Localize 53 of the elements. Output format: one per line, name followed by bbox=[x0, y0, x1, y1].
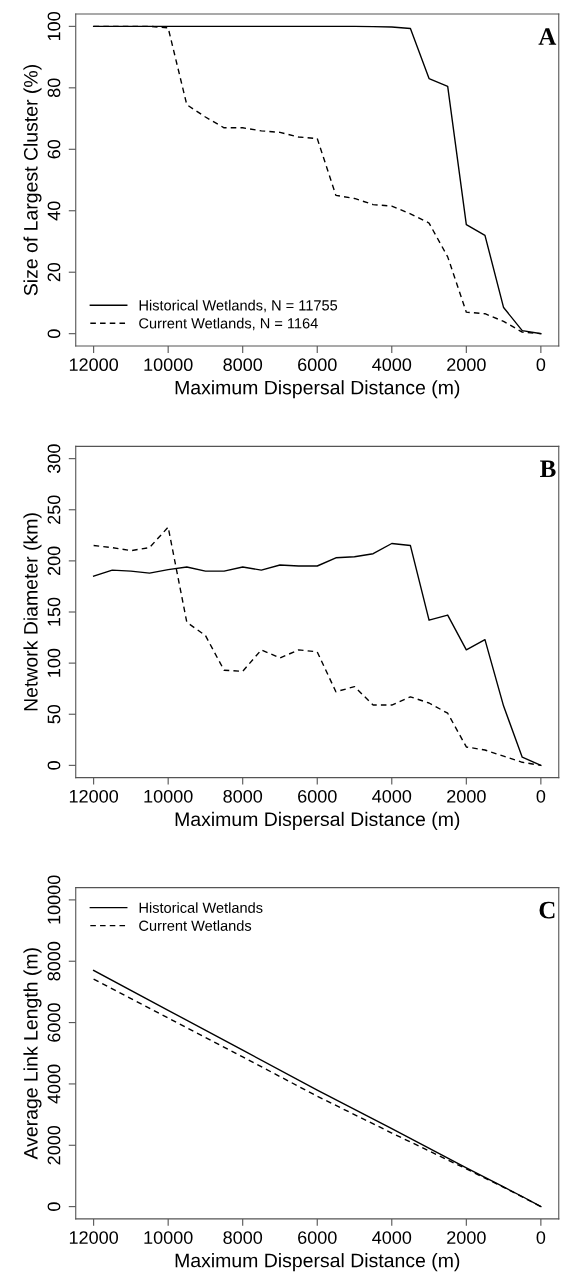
y-tick-label: 250 bbox=[47, 495, 61, 524]
x-tick-label: 6000 bbox=[298, 358, 337, 372]
x-tick-label: 6000 bbox=[298, 1231, 337, 1244]
x-tick-label: 10000 bbox=[144, 789, 193, 803]
x-tick-label: 12000 bbox=[69, 1231, 119, 1244]
x-axis-title: Maximum Dispersal Distance (m) bbox=[175, 380, 460, 399]
x-tick-label: 10000 bbox=[144, 1231, 193, 1244]
x-tick-label: 6000 bbox=[298, 789, 337, 803]
y-tick-label: 6000 bbox=[47, 1003, 61, 1042]
y-tick-label: 300 bbox=[47, 444, 61, 474]
y-tick-label: 100 bbox=[47, 648, 61, 677]
x-tick-label: 12000 bbox=[69, 789, 119, 803]
y-axis-title: Network Diameter (km) bbox=[23, 513, 42, 711]
y-axis-title: Average Link Length (m) bbox=[23, 948, 42, 1160]
x-tick-label: 10000 bbox=[144, 358, 193, 372]
y-tick-label: 2000 bbox=[47, 1125, 61, 1165]
x-axis-title: Maximum Dispersal Distance (m) bbox=[175, 1253, 460, 1272]
x-tick-label: 8000 bbox=[223, 358, 263, 372]
annotation: A bbox=[538, 28, 557, 45]
y-tick-label: 40 bbox=[47, 201, 61, 221]
y-tick-label: 0 bbox=[47, 761, 61, 770]
x-tick-label: 4000 bbox=[372, 1231, 412, 1244]
x-tick-label: 2000 bbox=[447, 789, 486, 803]
x-tick-label: 2000 bbox=[447, 358, 486, 372]
y-tick-label: 8000 bbox=[47, 941, 61, 981]
legend-label: Current Wetlands, N = 1164 bbox=[139, 317, 318, 331]
y-tick-label: 80 bbox=[47, 78, 61, 98]
x-tick-label: 8000 bbox=[223, 789, 263, 803]
x-tick-label: 12000 bbox=[69, 358, 119, 372]
x-tick-label: 4000 bbox=[372, 358, 412, 372]
x-tick-label: 4000 bbox=[372, 789, 412, 803]
x-tick-label: 0 bbox=[536, 789, 546, 803]
x-tick-label: 8000 bbox=[223, 1231, 263, 1244]
x-axis-title: Maximum Dispersal Distance (m) bbox=[175, 811, 460, 830]
x-tick-label: 2000 bbox=[447, 1231, 486, 1244]
y-tick-label: 4000 bbox=[47, 1064, 61, 1104]
legend-label: Historical Wetlands, N = 11755 bbox=[139, 299, 338, 313]
y-tick-label: 100 bbox=[47, 12, 61, 41]
y-tick-label: 0 bbox=[47, 329, 61, 338]
y-tick-label: 60 bbox=[47, 139, 61, 159]
x-tick-label: 0 bbox=[536, 1231, 546, 1244]
annotation: B bbox=[540, 460, 556, 478]
y-tick-label: 200 bbox=[47, 546, 61, 576]
x-tick-label: 0 bbox=[536, 358, 546, 372]
y-tick-label: 50 bbox=[47, 704, 61, 724]
y-tick-label: 0 bbox=[47, 1202, 61, 1211]
y-tick-label: 150 bbox=[47, 597, 61, 626]
y-axis-title: Size of Largest Cluster (%) bbox=[23, 65, 42, 296]
annotation: C bbox=[539, 901, 555, 919]
y-tick-label: 20 bbox=[47, 262, 61, 282]
legend-label: Historical Wetlands bbox=[139, 902, 263, 913]
legend-label: Current Wetlands bbox=[139, 920, 252, 931]
y-tick-label: 10000 bbox=[47, 875, 61, 924]
